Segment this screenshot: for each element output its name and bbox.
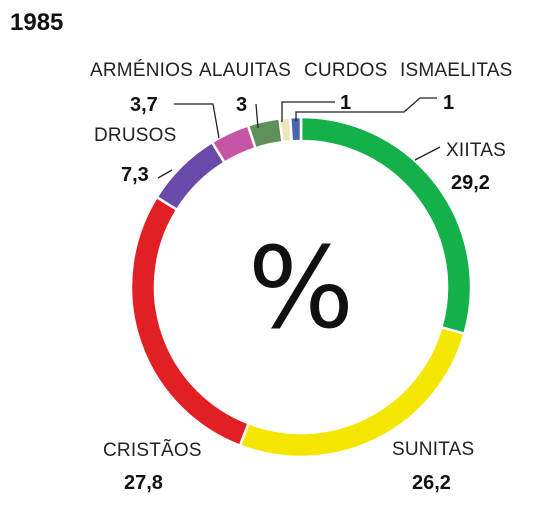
leader-line-alauitas <box>255 103 259 129</box>
slice-name-drusos: DRUSOS <box>94 125 177 146</box>
slice-name-xiitas: XIITAS <box>446 140 506 161</box>
leader-line-armenios <box>174 103 220 139</box>
slice-value-sunitas: 26,2 <box>412 472 451 494</box>
slice-ismaelitas <box>288 115 303 143</box>
leader-line-xiitas <box>414 146 441 161</box>
slice-name-ismaelitas: ISMAELITAS <box>400 60 513 81</box>
leader-line-ismaelitas <box>295 97 437 121</box>
leader-line-drusos <box>157 169 173 179</box>
slice-drusos <box>155 140 226 212</box>
center-percent-sign: % <box>248 224 354 354</box>
chart-title: 1985 <box>10 9 63 36</box>
slice-value-armenios: 3,7 <box>130 94 158 116</box>
slice-value-drusos: 7,3 <box>121 164 149 186</box>
slice-value-xiitas: 29,2 <box>451 172 490 194</box>
slice-value-ismaelitas: 1 <box>443 92 454 114</box>
slice-name-armenios: ARMÉNIOS <box>90 60 193 81</box>
slice-name-curdos: CURDOS <box>304 60 388 81</box>
slice-value-cristaos: 27,8 <box>124 472 163 494</box>
slice-alauitas <box>246 117 284 150</box>
slice-value-alauitas: 3 <box>236 94 247 116</box>
slice-cristaos <box>129 195 250 447</box>
slice-name-sunitas: SUNITAS <box>392 439 474 460</box>
slice-name-cristaos: CRISTÃOS <box>103 439 202 461</box>
donut-slices <box>129 115 473 459</box>
leader-line-curdos <box>281 101 335 122</box>
slice-name-alauitas: ALAUITAS <box>199 60 291 81</box>
slice-value-curdos: 1 <box>340 92 351 114</box>
